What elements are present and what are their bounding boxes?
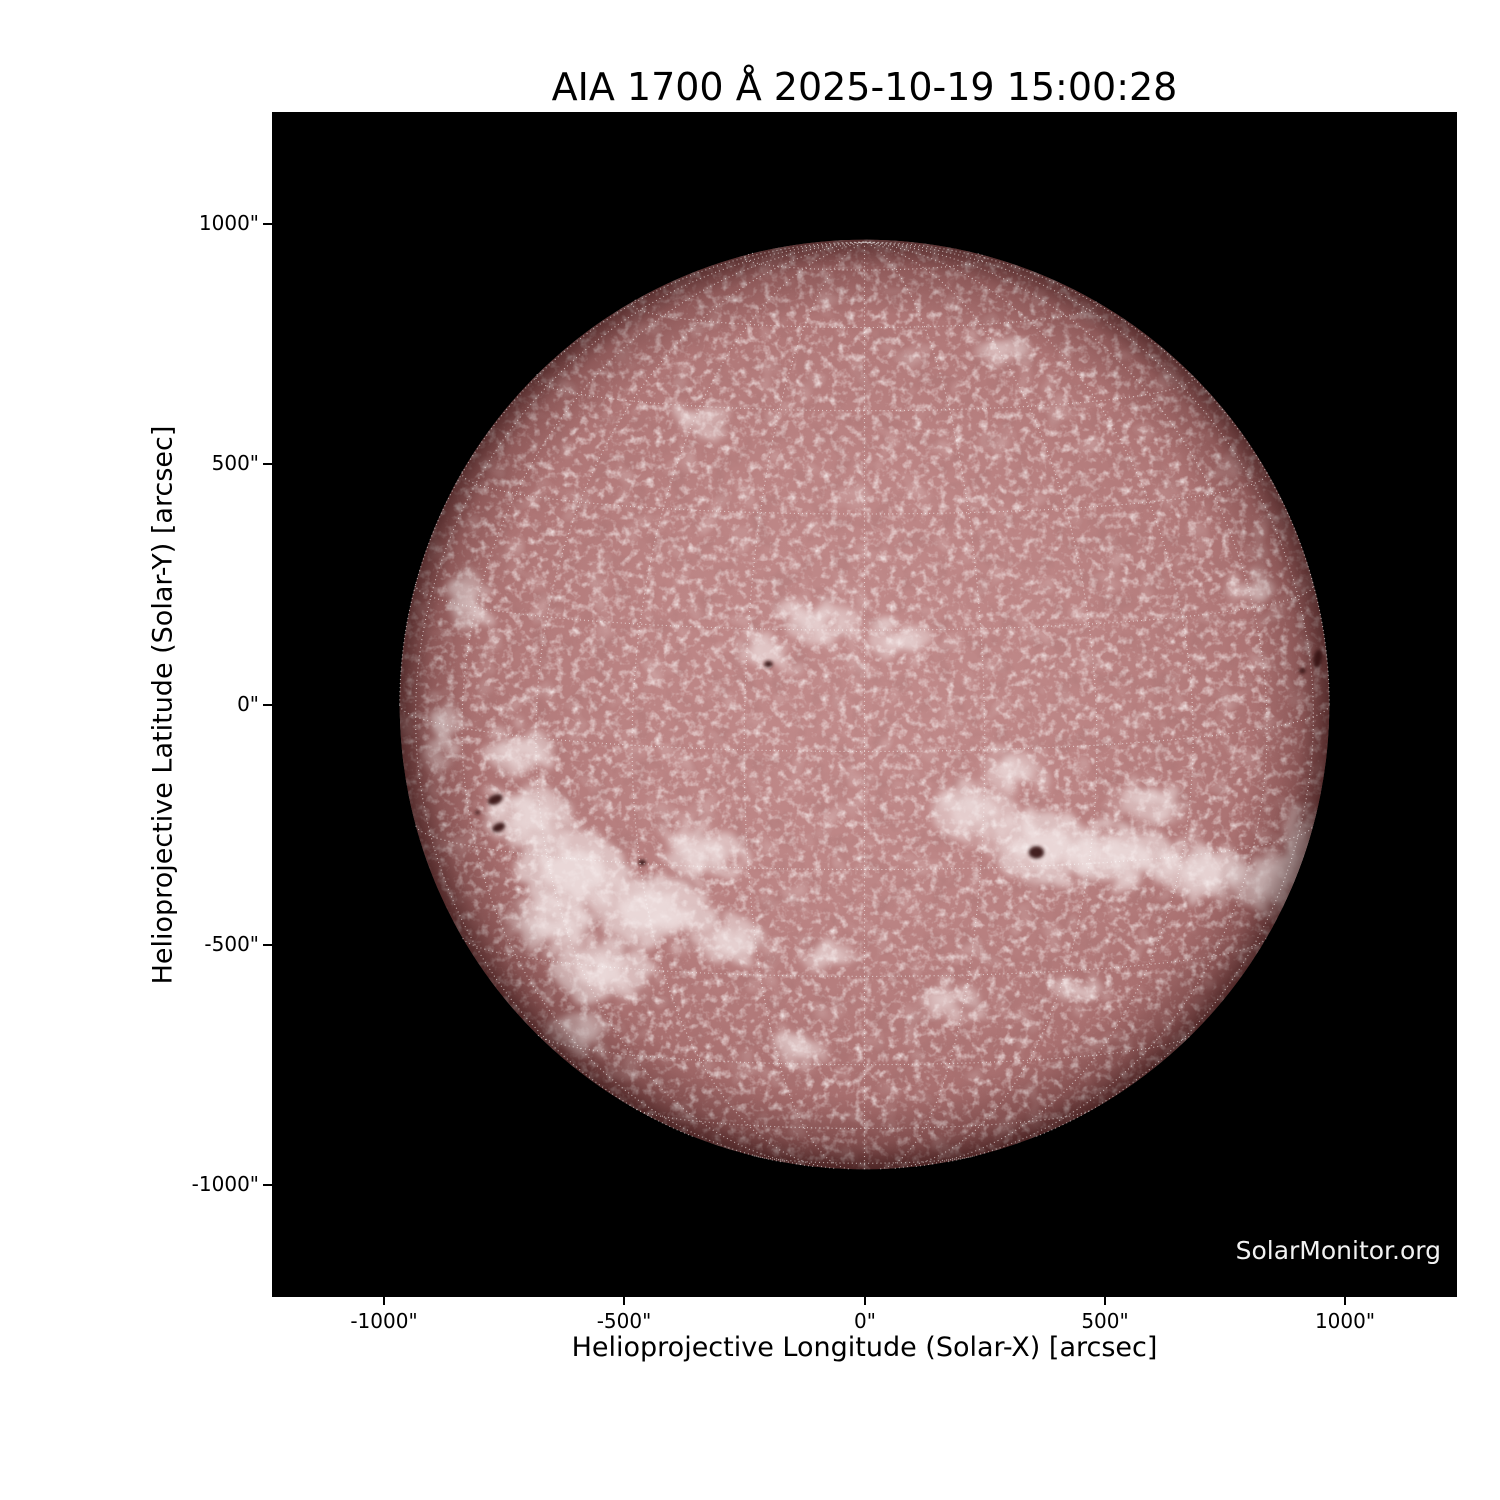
grid-line xyxy=(461,241,865,1163)
grid-line xyxy=(864,241,1268,1163)
y-tick-label: 0" xyxy=(237,692,259,716)
x-tick-mark xyxy=(1344,1297,1346,1305)
grid-line xyxy=(415,825,1314,871)
y-tick-label: -1000" xyxy=(191,1172,259,1196)
grid-line xyxy=(743,252,986,271)
grid-line xyxy=(864,241,1314,1137)
y-tick-mark xyxy=(263,463,272,465)
chart-title: AIA 1700 Å 2025-10-19 15:00:28 xyxy=(551,65,1178,109)
grid-line xyxy=(631,299,1098,329)
watermark-solarmonitor: SolarMonitor.org xyxy=(1235,1236,1441,1265)
y-tick-label: -500" xyxy=(204,932,259,956)
solar-disk-image xyxy=(399,239,1330,1170)
y-tick-label: 500" xyxy=(211,451,259,475)
grid-line xyxy=(864,241,1098,1169)
grid-line xyxy=(415,584,1314,631)
x-tick-label: -1000" xyxy=(350,1309,418,1333)
y-tick-mark xyxy=(263,704,272,706)
heliographic-grid xyxy=(399,241,1330,1170)
grid-line xyxy=(631,241,865,1169)
x-tick-mark xyxy=(864,1297,866,1305)
y-tick-mark xyxy=(263,944,272,946)
plot-area: SolarMonitor.org xyxy=(272,112,1457,1297)
y-tick-mark xyxy=(263,223,272,225)
x-tick-mark xyxy=(1104,1297,1106,1305)
x-tick-mark xyxy=(383,1297,385,1305)
solar-disk xyxy=(399,239,1330,1170)
grid-line xyxy=(415,241,865,1137)
grid-line xyxy=(537,1034,1192,1066)
y-tick-label: 1000" xyxy=(198,211,259,235)
x-tick-label: -500" xyxy=(596,1309,652,1333)
x-tick-mark xyxy=(623,1297,625,1305)
y-tick-mark xyxy=(263,1184,272,1186)
y-axis-label: Helioprojective Latitude (Solar-Y) [arcs… xyxy=(147,425,179,985)
x-tick-label: 500" xyxy=(1081,1309,1129,1333)
x-axis-label: Helioprojective Longitude (Solar-X) [arc… xyxy=(571,1332,1158,1363)
x-tick-label: 0" xyxy=(854,1309,876,1333)
limb-darkening xyxy=(399,239,1330,1170)
x-tick-label: 1000" xyxy=(1314,1309,1376,1333)
grid-line xyxy=(535,373,1194,412)
